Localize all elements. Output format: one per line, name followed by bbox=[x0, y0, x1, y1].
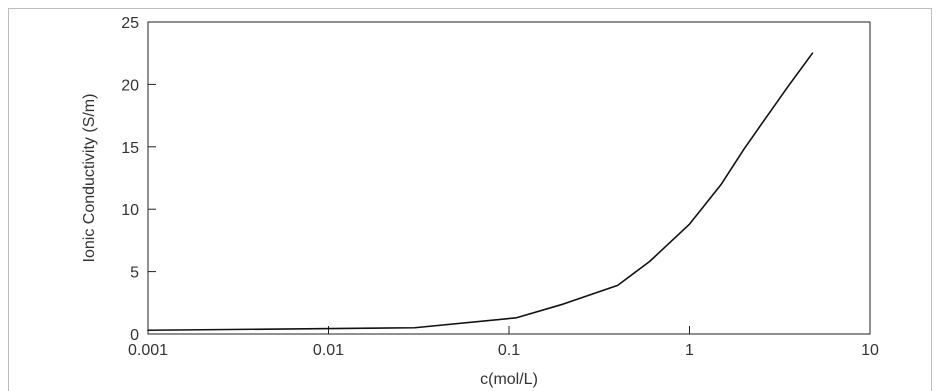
y-tick-label: 15 bbox=[121, 140, 139, 157]
y-tick-label: 10 bbox=[121, 202, 139, 219]
x-axis-label: c(mol/L) bbox=[480, 371, 538, 388]
x-tick-label: 0.01 bbox=[313, 342, 344, 359]
series-line-0 bbox=[147, 52, 814, 332]
y-tick-label: 25 bbox=[121, 15, 139, 32]
y-tick-label: 5 bbox=[130, 265, 139, 282]
y-axis-label: Ionic Conductivity (S/m) bbox=[81, 94, 98, 263]
x-tick-label: 0.1 bbox=[498, 342, 520, 359]
y-axis-ticks: 0 5 10 15 20 25 bbox=[121, 15, 156, 344]
x-axis-ticks: 0.001 0.01 0.1 1 10 bbox=[128, 326, 879, 359]
chart-frame bbox=[8, 8, 932, 391]
x-tick-label: 10 bbox=[861, 342, 879, 359]
x-tick-label: 0.001 bbox=[128, 342, 168, 359]
series-layer bbox=[147, 52, 814, 332]
plot-border bbox=[147, 21, 871, 335]
y-tick-label: 0 bbox=[130, 327, 139, 344]
y-tick-label: 20 bbox=[121, 77, 139, 94]
plot-area bbox=[147, 21, 871, 335]
x-tick-label: 1 bbox=[685, 342, 694, 359]
